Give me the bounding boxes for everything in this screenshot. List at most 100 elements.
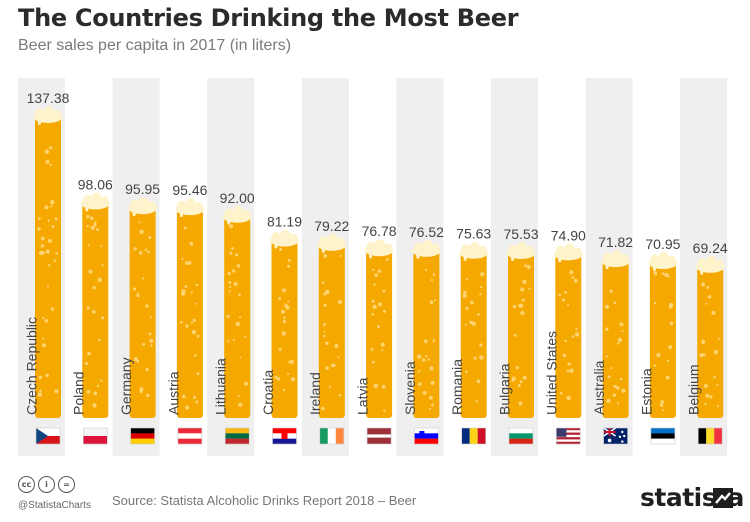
beer-bubble [659, 403, 664, 408]
beer-bubble [476, 379, 481, 384]
beer-bubble [138, 251, 143, 255]
beer-bubble [605, 327, 609, 331]
bar-group: 81.19 Croatia [260, 214, 302, 445]
social-handle: @StatistaCharts [18, 500, 91, 511]
beer-bubble [284, 303, 288, 308]
beer-bubble [191, 329, 197, 335]
beer-bubble [378, 302, 383, 307]
category-label: Austria [165, 371, 181, 415]
foam-shape [185, 198, 196, 209]
flag-bulgaria-icon [508, 427, 534, 445]
beer-bubble [337, 356, 340, 359]
foam-drip [369, 251, 373, 259]
beer-bubble [87, 351, 91, 356]
foam-shape [327, 233, 338, 244]
beer-bubble [42, 337, 45, 340]
beer-bubble [465, 370, 468, 374]
beer-bubble [282, 319, 287, 324]
beer-bubble [429, 366, 434, 371]
bar [508, 251, 534, 418]
beer-bubble [89, 216, 94, 221]
value-label: 75.63 [456, 226, 491, 242]
beer-bubble [522, 375, 527, 380]
source-note: Source: Statista Alcoholic Drinks Report… [112, 493, 417, 508]
beer-bubble [465, 278, 469, 281]
foam-head [128, 197, 158, 217]
beer-bar-chart: 137.38 Czech Republic 98.06 Poland 95.95 Germ… [18, 78, 728, 456]
foam-shape [242, 209, 251, 218]
beer-bubble [701, 282, 706, 287]
statista-logo-icon [713, 488, 733, 508]
license-icons: cc i = [18, 476, 75, 493]
beer-bubble [520, 310, 525, 316]
beer-bubble [227, 271, 231, 276]
bar-group: 79.22 Ireland [307, 218, 350, 445]
beer-bubble [480, 285, 483, 289]
beer-bubble [432, 273, 436, 276]
beer-bubble [229, 224, 234, 229]
beer-bubble [424, 268, 428, 272]
beer-bubble [513, 333, 517, 337]
beer-bubble [149, 316, 152, 319]
beer-bubble [290, 377, 296, 382]
flag-slovenia-icon [414, 427, 439, 445]
beer-bubble [321, 406, 325, 411]
beer-bubble [564, 339, 567, 343]
beer-bubble [566, 369, 570, 373]
beer-bubble [377, 325, 381, 329]
beer-bubble [287, 264, 291, 268]
beer-bubble [462, 290, 467, 295]
beer-bubble [281, 288, 286, 293]
beer-bubble [654, 273, 658, 276]
foam-shape [715, 259, 724, 268]
beer-bubble [45, 373, 49, 378]
beer-bubble [44, 149, 50, 154]
foam-shape [650, 254, 660, 264]
category-label: Latvia [355, 377, 371, 415]
foam-shape [336, 237, 345, 246]
flag-united-states-icon [555, 427, 581, 445]
beer-bubble [471, 321, 476, 326]
foam-shape [431, 243, 440, 252]
foam-drip [321, 245, 325, 253]
beer-bubble [234, 253, 239, 257]
beer-bubble [229, 285, 232, 289]
beer-bubble [656, 352, 661, 358]
value-label: 92.00 [220, 190, 255, 206]
beer-bubble [228, 290, 231, 293]
beer-bubble [567, 362, 571, 366]
beer-bubble [195, 302, 198, 305]
beer-bubble [228, 281, 232, 285]
beer-bubble [664, 272, 669, 278]
beer-bubble [185, 405, 190, 410]
beer-bubble [44, 318, 49, 323]
foam-shape [508, 244, 518, 254]
beer-bubble [380, 342, 385, 347]
foam-shape [233, 205, 244, 216]
beer-bubble [93, 223, 97, 227]
beer-bubble [428, 395, 433, 400]
bar [129, 207, 156, 418]
beer-bubble [518, 303, 523, 309]
beer-bubble [139, 389, 143, 394]
beer-bubble [279, 247, 283, 252]
beer-bubble [41, 343, 46, 348]
beer-bubble [87, 244, 90, 247]
category-label: Czech Republic [23, 317, 39, 415]
beer-bubble [229, 251, 233, 255]
bar [176, 208, 203, 418]
foam-shape [469, 241, 480, 252]
beer-bubble [479, 355, 484, 360]
beer-bubble [383, 409, 386, 412]
bar [366, 249, 393, 418]
beer-bubble [462, 293, 467, 299]
beer-bubble [190, 321, 194, 324]
beer-bubble [604, 304, 610, 310]
beer-bubble [432, 339, 436, 342]
foam-shape [82, 194, 92, 204]
beer-bubble [138, 221, 141, 224]
category-label: Poland [71, 371, 87, 415]
beer-bubble [39, 389, 42, 393]
beer-bubble [668, 345, 673, 350]
flag-ireland-icon [319, 427, 345, 445]
